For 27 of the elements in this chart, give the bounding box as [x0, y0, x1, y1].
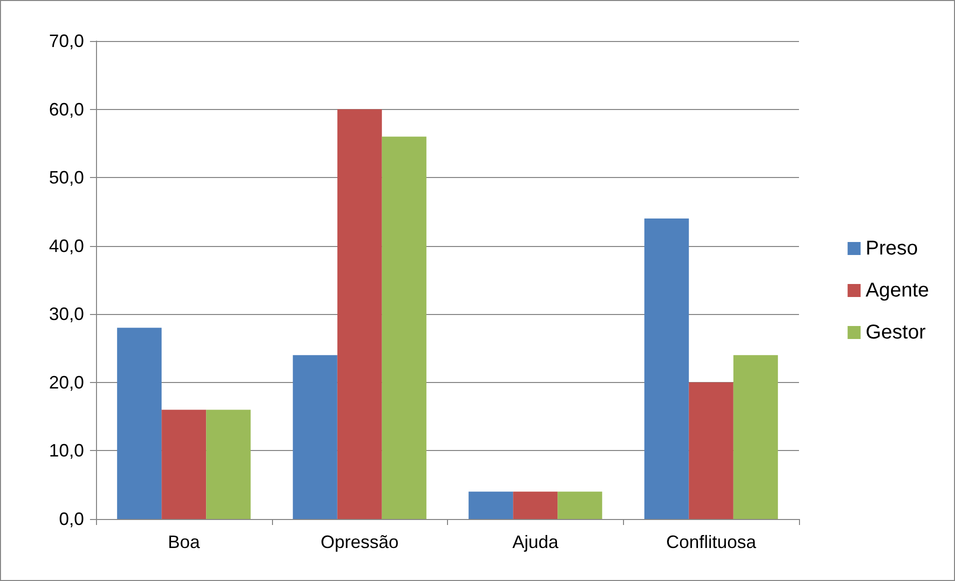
- legend-label: Agente: [866, 280, 929, 302]
- y-tick-label: 0,0: [58, 509, 84, 529]
- bar: [117, 328, 162, 519]
- legend-label: Gestor: [866, 322, 926, 344]
- bar: [513, 492, 558, 519]
- bar: [468, 492, 514, 519]
- y-tick-label: 50,0: [48, 168, 84, 188]
- y-tick-label: 10,0: [48, 440, 84, 461]
- bar: [644, 218, 689, 519]
- x-tick-label: Ajuda: [512, 532, 560, 552]
- bar: [292, 355, 338, 519]
- y-tick-label: 70,0: [48, 31, 84, 51]
- x-tick-label: Conflituosa: [666, 532, 758, 552]
- x-tick-label: Boa: [168, 532, 201, 552]
- legend-label: Preso: [866, 238, 918, 260]
- x-tick-label: Opressão: [320, 532, 399, 552]
- bar: [382, 136, 426, 519]
- bar: [733, 355, 778, 519]
- bar: [206, 410, 251, 519]
- y-tick-label: 60,0: [48, 99, 84, 120]
- bar: [688, 382, 734, 519]
- y-tick-label: 20,0: [48, 372, 84, 392]
- y-tick-label: 40,0: [48, 236, 84, 256]
- bar: [558, 492, 602, 519]
- bar: [162, 410, 206, 519]
- bar: [337, 109, 382, 519]
- y-tick-label: 30,0: [48, 304, 84, 324]
